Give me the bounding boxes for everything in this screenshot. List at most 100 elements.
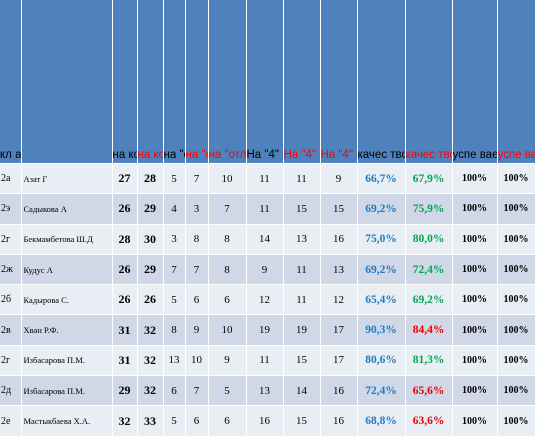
table-row: 2б Кадырова С. 26 26 5 6 6 12 11 12 65,4% 69,2% 100%… [0, 284, 535, 315]
quality-q2-cell: 69,2% [357, 253, 406, 285]
header-excellent-q3: на "отл " 3чет [208, 0, 247, 164]
excellent-q2-cell: 6 [185, 405, 209, 436]
quality-q3-cell: 72,4% [405, 253, 453, 285]
class-cell: 2г [0, 223, 22, 255]
students-q2-cell: 27 [112, 162, 138, 194]
header-class: кл ас с [0, 0, 22, 164]
success-q2-cell: 100% [452, 375, 498, 406]
quality-q3-cell: 81,3% [405, 344, 453, 376]
table-row: 2е Мастыкбаева Х.А. 32 33 5 6 6 16 15 16 68,8% 63,6… [0, 405, 535, 436]
good-q2-cell: 15 [283, 344, 321, 376]
good-q2-cell: 19 [283, 314, 321, 346]
class-cell: 2д [0, 375, 22, 406]
excellent-q1-cell: 6 [163, 375, 186, 406]
good-q1-cell: 11 [246, 193, 284, 225]
good-q3-cell: 15 [320, 193, 358, 225]
header-quality-q2: качес тво знани й % 2чет [357, 0, 406, 164]
quality-q3-cell: 75,9% [405, 193, 453, 225]
success-q2-cell: 100% [452, 314, 498, 346]
students-q3-cell: 26 [137, 284, 164, 315]
excellent-q2-cell: 9 [185, 314, 209, 346]
quality-q3-cell: 84,4% [405, 314, 453, 346]
good-q3-cell: 16 [320, 405, 358, 436]
header-success-q2: успе ваем ость % 2 чет [452, 0, 498, 164]
class-cell: 2ж [0, 253, 22, 285]
quality-q2-cell: 66,7% [357, 162, 406, 194]
good-q3-cell: 17 [320, 314, 358, 346]
excellent-q1-cell: 7 [163, 253, 186, 285]
teacher-cell: Хван Р.Ф. [21, 314, 113, 346]
good-q3-cell: 12 [320, 284, 358, 315]
header-students-q3: на ко не ц 3 чет вер ти. [137, 0, 164, 164]
success-q3-cell: 100% [497, 314, 535, 346]
quality-q3-cell: 67,9% [405, 162, 453, 194]
success-q3-cell: 100% [497, 344, 535, 376]
excellent-q1-cell: 5 [163, 162, 186, 194]
good-q2-cell: 15 [283, 405, 321, 436]
excellent-q1-cell: 13 [163, 344, 186, 376]
students-q2-cell: 26 [112, 253, 138, 285]
excellent-q2-cell: 7 [185, 375, 209, 406]
header-row: кл ас с на ко не ц 2 че тв ер ти. на ко … [0, 0, 535, 164]
students-q3-cell: 32 [137, 375, 164, 406]
table-row: 2д Избасарова П.М. 29 32 6 7 5 13 14 16 72,4% 65,6%… [0, 375, 535, 406]
class-cell: 2в [0, 314, 22, 346]
good-q1-cell: 11 [246, 162, 284, 194]
teacher-cell: Мастыкбаева Х.А. [21, 405, 113, 436]
students-q2-cell: 29 [112, 375, 138, 406]
excellent-q2-cell: 8 [185, 223, 209, 255]
quality-q2-cell: 75,0% [357, 223, 406, 255]
students-q2-cell: 32 [112, 405, 138, 436]
good-q3-cell: 16 [320, 223, 358, 255]
students-q3-cell: 29 [137, 253, 164, 285]
excellent-q3-cell: 5 [208, 375, 247, 406]
header-success-q3: успе ваем ость % 3 чет [497, 0, 535, 164]
quality-q3-cell: 65,6% [405, 375, 453, 406]
quality-q2-cell: 68,8% [357, 405, 406, 436]
good-q1-cell: 12 [246, 284, 284, 315]
excellent-q3-cell: 9 [208, 344, 247, 376]
class-cell: 2е [0, 405, 22, 436]
quality-q3-cell: 69,2% [405, 284, 453, 315]
quality-q3-cell: 63,6% [405, 405, 453, 436]
success-q3-cell: 100% [497, 193, 535, 225]
excellent-q2-cell: 7 [185, 253, 209, 285]
students-q3-cell: 30 [137, 223, 164, 255]
table-row: 2а Азат Г 27 28 5 7 10 11 11 9 66,7% 67,9% 100% 100% [0, 162, 535, 194]
table-row: 2э Садыкова А 26 29 4 3 7 11 15 15 69,2% 75,9% 100% 1… [0, 193, 535, 225]
success-q2-cell: 100% [452, 284, 498, 315]
header-excellent-q2: на "от л" 2ч ет [185, 0, 209, 164]
students-q2-cell: 26 [112, 284, 138, 315]
students-q3-cell: 32 [137, 344, 164, 376]
students-q2-cell: 28 [112, 223, 138, 255]
success-q2-cell: 100% [452, 162, 498, 194]
quality-q2-cell: 69,2% [357, 193, 406, 225]
teacher-cell: Избасарова П.М. [21, 344, 113, 376]
success-q2-cell: 100% [452, 223, 498, 255]
success-q2-cell: 100% [452, 344, 498, 376]
teacher-cell: Кадырова С. [21, 284, 113, 315]
success-q2-cell: 100% [452, 253, 498, 285]
quality-q2-cell: 90,3% [357, 314, 406, 346]
good-q2-cell: 11 [283, 284, 321, 315]
table-row: 2в Хван Р.Ф. 31 32 8 9 10 19 19 17 90,3% 84,4% 100% 1… [0, 314, 535, 346]
good-q1-cell: 13 [246, 375, 284, 406]
good-q2-cell: 15 [283, 193, 321, 225]
table-row: 2г Бекмамбетова Ш.Д 28 30 3 8 8 14 13 16 75,0% 80,0… [0, 223, 535, 255]
header-good-q2: На "4" и"5" 2че т [283, 0, 321, 164]
good-q2-cell: 14 [283, 375, 321, 406]
header-good-q3: На "4" и"5" 3 чет [320, 0, 358, 164]
header-students-q2: на ко не ц 2 че тв ер ти. [112, 0, 138, 164]
quality-q2-cell: 65,4% [357, 284, 406, 315]
class-cell: 2э [0, 193, 22, 225]
good-q1-cell: 16 [246, 405, 284, 436]
teacher-cell: Азат Г [21, 162, 113, 194]
header-teacher [21, 0, 113, 164]
class-cell: 2б [0, 284, 22, 315]
excellent-q1-cell: 3 [163, 223, 186, 255]
excellent-q1-cell: 5 [163, 284, 186, 315]
good-q2-cell: 11 [283, 253, 321, 285]
good-q1-cell: 14 [246, 223, 284, 255]
success-q2-cell: 100% [452, 405, 498, 436]
teacher-cell: Кудус А [21, 253, 113, 285]
